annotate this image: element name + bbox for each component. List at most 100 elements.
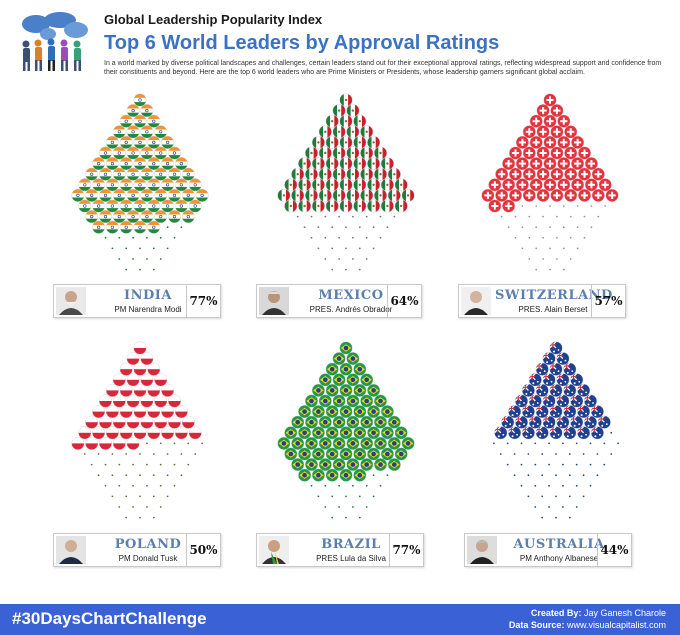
waffle-cell-filled: [311, 405, 325, 419]
waffle-cell-filled: [112, 394, 126, 408]
waffle-cell-empty: [365, 236, 368, 239]
waffle-cell-empty: [582, 495, 585, 498]
waffle-cell-filled: [284, 426, 298, 440]
waffle-cell-empty: [542, 215, 544, 218]
waffle-cell-filled: [161, 199, 175, 213]
waffle-cell-filled: [147, 135, 161, 149]
waffle-cell-empty: [569, 236, 572, 239]
waffle-cell-filled: [339, 341, 353, 355]
waffle-cell-filled: [174, 405, 188, 419]
waffle-cell-filled: [583, 394, 597, 408]
waffle-cell-filled: [119, 157, 133, 171]
waffle-cell-empty: [562, 205, 565, 207]
approval-value: 64%: [387, 285, 421, 317]
waffle-cell-filled: [154, 146, 168, 160]
waffle-cell-empty: [152, 474, 155, 477]
waffle-cell-empty: [513, 453, 516, 455]
waffle-cell-empty: [173, 463, 176, 466]
waffle-cell-filled: [85, 210, 99, 224]
waffle-cell-empty: [352, 215, 354, 218]
waffle-cell-filled: [557, 178, 571, 192]
waffle-cell-filled: [535, 405, 549, 419]
waffle-cell-filled: [325, 157, 339, 171]
waffle-cell-filled: [529, 135, 543, 149]
waffle-cell-filled: [380, 447, 394, 461]
waffle-cell-empty: [365, 258, 368, 260]
waffle-cell-filled: [119, 362, 133, 376]
waffle-cell-filled: [112, 373, 126, 387]
waffle-cell-filled: [147, 362, 161, 376]
waffle-cell-empty: [541, 516, 544, 519]
waffle-cell-filled: [99, 146, 113, 160]
waffle-cell-empty: [386, 474, 389, 477]
approval-value: 44%: [597, 534, 631, 566]
waffle-cell-empty: [338, 215, 340, 218]
waffle-cell-empty: [159, 236, 162, 239]
waffle-cell-empty: [90, 463, 93, 466]
waffle-cell-empty: [166, 226, 169, 229]
waffle-cell-filled: [571, 178, 585, 192]
waffle-cell-filled: [112, 436, 126, 450]
waffle-cell-filled: [291, 188, 305, 202]
world-map-people-icon: [14, 8, 94, 74]
waffle-cell-filled: [550, 188, 564, 202]
waffle-cell-filled: [147, 199, 161, 213]
waffle-cell-filled: [167, 167, 181, 181]
waffle-cell-empty: [125, 268, 128, 271]
waffle-cell-filled: [161, 157, 175, 171]
waffle-cell-filled: [277, 188, 291, 202]
waffle-cell-filled: [353, 157, 367, 171]
waffle-cell-filled: [509, 188, 523, 202]
waffle-cell-filled: [571, 157, 585, 171]
waffle-cell-empty: [568, 495, 571, 498]
waffle-cell-empty: [132, 506, 134, 508]
waffle-cell-filled: [167, 210, 181, 224]
waffle-cell-filled: [521, 426, 535, 440]
waffle-cell-filled: [105, 157, 119, 171]
waffle-cell-filled: [346, 167, 360, 181]
waffle-cell-filled: [591, 167, 605, 181]
waffle-cell-filled: [318, 167, 332, 181]
waffle-cell-empty: [345, 226, 347, 229]
waffle-cell-filled: [522, 146, 536, 160]
waffle-cell-filled: [291, 458, 305, 472]
portrait-icon: [56, 287, 86, 315]
waffle-cell-empty: [365, 215, 368, 218]
waffle-cell-filled: [346, 373, 360, 387]
waffle-cell-filled: [521, 383, 535, 397]
page-title: Top 6 World Leaders by Approval Ratings: [104, 32, 500, 54]
waffle-cell-filled: [339, 447, 353, 461]
waffle-cell-filled: [346, 146, 360, 160]
waffle-cell-empty: [345, 247, 347, 250]
waffle-cell-filled: [105, 426, 119, 440]
waffle-chart-brazil: [246, 340, 446, 540]
waffle-cell-empty: [317, 226, 320, 229]
waffle-cell-filled: [99, 188, 113, 202]
waffle-cell-filled: [529, 178, 543, 192]
waffle-cell-filled: [590, 426, 604, 440]
waffle-cell-filled: [339, 135, 353, 149]
waffle-cell-empty: [331, 516, 334, 519]
waffle-cell-empty: [534, 442, 537, 445]
waffle-cell-filled: [542, 415, 556, 429]
waffle-cell-filled: [515, 178, 529, 192]
waffle-cell-filled: [78, 199, 92, 213]
waffle-cell-empty: [506, 463, 509, 466]
waffle-cell-filled: [346, 104, 360, 118]
waffle-cell-filled: [522, 188, 536, 202]
waffle-cell-filled: [367, 405, 381, 419]
waffle-cell-filled: [367, 178, 381, 192]
waffle-cell-filled: [346, 458, 360, 472]
waffle-cell-empty: [358, 268, 361, 271]
waffle-cell-filled: [543, 135, 557, 149]
waffle-cell-filled: [92, 405, 106, 419]
waffle-cell-filled: [291, 167, 305, 181]
waffle-cell-filled: [154, 394, 168, 408]
waffle-cell-empty: [139, 247, 141, 250]
waffle-cell-empty: [562, 442, 564, 445]
waffle-cell-empty: [569, 258, 572, 260]
waffle-cell-filled: [99, 436, 113, 450]
waffle-cell-empty: [194, 453, 197, 455]
waffle-cell-empty: [534, 484, 537, 487]
waffle-cell-filled: [92, 157, 106, 171]
